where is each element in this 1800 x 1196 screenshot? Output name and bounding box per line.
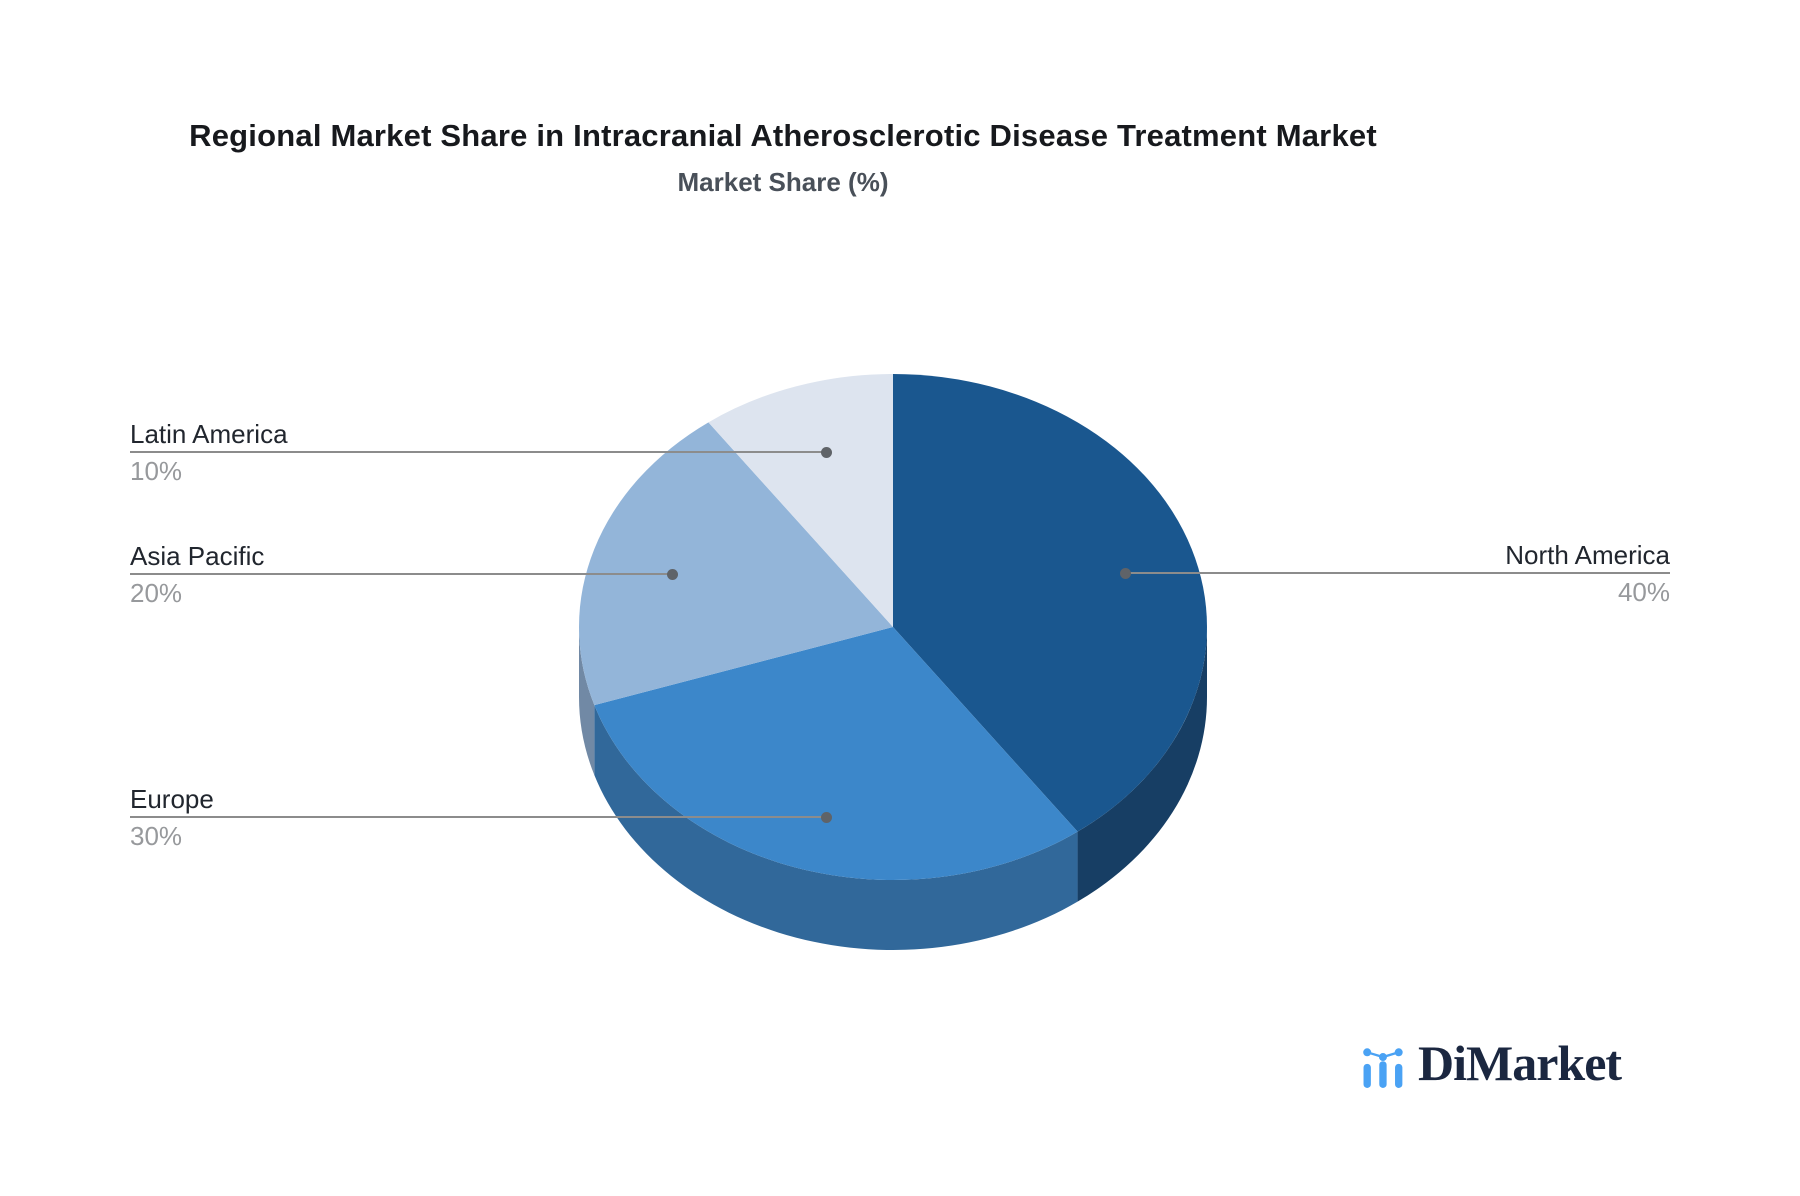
- callout-europe: Europe 30%: [130, 784, 832, 851]
- callout-latin-america: Latin America 10%: [130, 419, 832, 486]
- slice-value: 30%: [130, 821, 183, 851]
- brand-logo: DiMarket: [1363, 1035, 1622, 1091]
- pie-slice-asia-pacific: [579, 422, 893, 706]
- slice-label: Europe: [130, 784, 214, 814]
- slice-label: Asia Pacific: [130, 541, 265, 571]
- callout-line: [130, 568, 678, 580]
- slice-value: 40%: [1617, 577, 1670, 607]
- chart-subtitle: Market Share (%): [677, 167, 889, 197]
- slice-value: 10%: [130, 456, 183, 486]
- slice-value: 20%: [130, 578, 183, 608]
- pie-slice-side-asia-pacific: [579, 627, 595, 776]
- callout-asia-pacific: Asia Pacific 20%: [130, 541, 678, 608]
- brand-logo-text: DiMarket: [1418, 1035, 1622, 1091]
- callout-dot: [821, 811, 832, 823]
- callout-dot: [1120, 567, 1131, 579]
- callout-line: [130, 446, 832, 458]
- pie-slice-side-north-america: [1077, 627, 1207, 902]
- slice-label: North America: [1505, 540, 1670, 570]
- callout-line: [1120, 567, 1670, 579]
- callout-dot: [667, 568, 678, 580]
- slice-label: Latin America: [130, 419, 288, 449]
- bar-chart-with-trend-dots-icon: [1363, 1048, 1403, 1088]
- callout-north-america: North America 40%: [1120, 540, 1670, 607]
- pie-slice-latin-america: [708, 374, 893, 627]
- callout-line: [130, 811, 832, 823]
- pie-slice-side-europe: [594, 705, 1078, 950]
- callout-dot: [821, 446, 832, 458]
- chart-title: Regional Market Share in Intracranial At…: [189, 118, 1377, 153]
- pie-slice-north-america: [893, 374, 1207, 832]
